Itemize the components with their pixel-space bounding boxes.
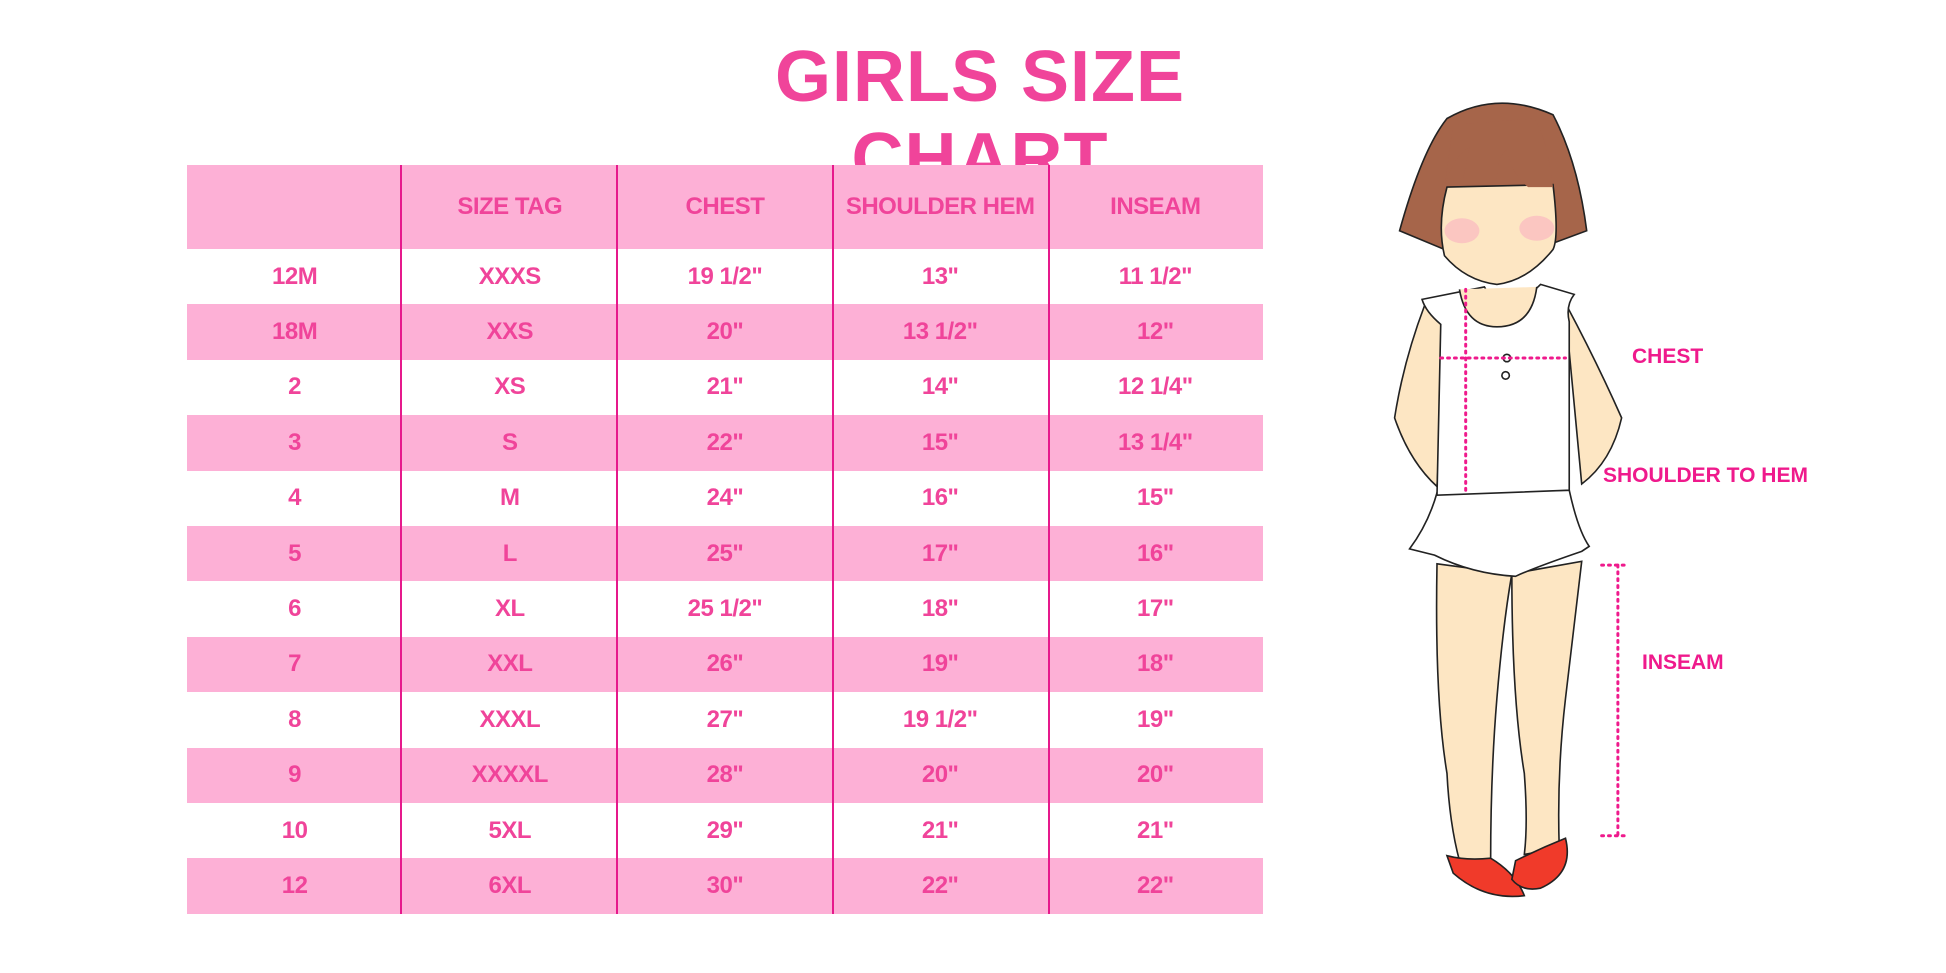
table-cell: M	[500, 484, 520, 512]
table-cell: 27"	[706, 705, 744, 733]
table-row: 6 XL 25 1/2" 18" 17"	[187, 581, 1263, 636]
table-cell: 12M	[272, 262, 318, 290]
table-cell: 20"	[921, 761, 959, 789]
table-cell: 3	[288, 428, 302, 456]
table-cell: 5	[288, 539, 302, 567]
inseam-label: INSEAM	[1642, 651, 1724, 674]
shoulder-to-hem-label: SHOULDER TO HEM	[1603, 464, 1808, 487]
table-cell: 19"	[1137, 705, 1174, 733]
table-cell: 22"	[1137, 871, 1174, 899]
table-cell: S	[502, 428, 518, 456]
table-row: 12M XXXS 19 1/2" 13" 11 1/2"	[187, 249, 1263, 304]
table-cell: 19"	[921, 650, 959, 678]
table-cell: 2	[288, 373, 302, 401]
table-cell: 15"	[1137, 484, 1174, 512]
table-cell: 5XL	[488, 816, 532, 844]
table-cell: 8	[288, 705, 302, 733]
table-cell: 14"	[921, 373, 959, 401]
table-cell: XS	[494, 373, 526, 401]
table-row: 4 M 24" 16" 15"	[187, 471, 1263, 526]
table-header-row: SIZE TAG CHEST SHOULDER HEM INSEAM	[187, 165, 1263, 249]
table-row: 7 XXL 26" 19" 18"	[187, 636, 1263, 693]
table-cell: XXXS	[478, 262, 542, 290]
header-cell: SIZE TAG	[457, 193, 563, 220]
table-row: 9 XXXXL 28" 20" 20"	[187, 747, 1263, 803]
table-cell: 18M	[272, 318, 318, 346]
table-cell: 12	[281, 871, 308, 899]
header-cell: SHOULDER HEM	[845, 193, 1035, 220]
table-cell: 12 1/4"	[1118, 373, 1193, 401]
table-cell: 13"	[921, 262, 959, 290]
column-divider	[832, 165, 834, 914]
table-cell: 29"	[706, 816, 744, 844]
table-cell: XXL	[487, 650, 533, 678]
table-cell: 18"	[921, 595, 959, 623]
chest-label: CHEST	[1632, 345, 1704, 368]
table-cell: 21"	[921, 816, 959, 844]
table-cell: 16"	[921, 484, 959, 512]
table-cell: 16"	[1137, 539, 1174, 567]
column-divider	[1048, 165, 1050, 914]
table-row: 3 S 22" 15" 13 1/4"	[187, 415, 1263, 471]
table-cell: 25 1/2"	[687, 595, 763, 623]
header-cell: CHEST	[685, 193, 765, 220]
table-row: 12 6XL 30" 22" 22"	[187, 858, 1263, 914]
table-cell: 21"	[706, 373, 744, 401]
column-divider	[400, 165, 402, 914]
table-cell: 13 1/2"	[902, 318, 978, 346]
page-title: GIRLS SIZE CHART	[774, 37, 1186, 199]
column-divider	[616, 165, 618, 914]
table-row: 10 5XL 29" 21" 21"	[187, 803, 1263, 858]
table-cell: 13 1/4"	[1118, 428, 1193, 456]
table-cell: 19 1/2"	[687, 262, 763, 290]
size-table: SIZE TAG CHEST SHOULDER HEM INSEAM 12M XX…	[187, 165, 1263, 914]
table-cell: 19 1/2"	[902, 705, 978, 733]
table-cell: XL	[494, 595, 525, 623]
table-cell: 17"	[1137, 595, 1174, 623]
table-cell: 20"	[706, 318, 744, 346]
table-cell: 4	[288, 484, 302, 512]
table-row: 2 XS 21" 14" 12 1/4"	[187, 360, 1263, 415]
table-cell: XXXL	[479, 705, 541, 733]
table-cell: 12"	[1137, 318, 1174, 346]
table-cell: 30"	[706, 871, 744, 899]
table-cell: 25"	[706, 539, 744, 567]
table-cell: 26"	[706, 650, 744, 678]
table-row: 8 XXXL 27" 19 1/2" 19"	[187, 692, 1263, 747]
table-row: 5 L 25" 17" 16"	[187, 525, 1263, 582]
table-cell: 11 1/2"	[1118, 262, 1193, 290]
table-cell: 22"	[921, 871, 959, 899]
table-cell: 6XL	[488, 871, 532, 899]
table-cell: XXXXL	[471, 761, 549, 789]
table-cell: 22"	[706, 428, 744, 456]
table-cell: 20"	[1137, 761, 1174, 789]
table-row: 18M XXS 20" 13 1/2" 12"	[187, 304, 1263, 360]
table-cell: 6	[288, 595, 302, 623]
table-cell: 17"	[921, 539, 959, 567]
header-cell: INSEAM	[1110, 193, 1201, 220]
table-cell: 7	[288, 650, 302, 678]
table-cell: 10	[281, 816, 308, 844]
table-cell: L	[502, 539, 518, 567]
table-cell: 28"	[706, 761, 744, 789]
table-cell: XXS	[486, 318, 534, 346]
table-cell: 15"	[921, 428, 959, 456]
table-cell: 21"	[1137, 816, 1174, 844]
table-cell: 9	[288, 761, 302, 789]
table-cell: 24"	[706, 484, 744, 512]
table-cell: 18"	[1137, 650, 1174, 678]
